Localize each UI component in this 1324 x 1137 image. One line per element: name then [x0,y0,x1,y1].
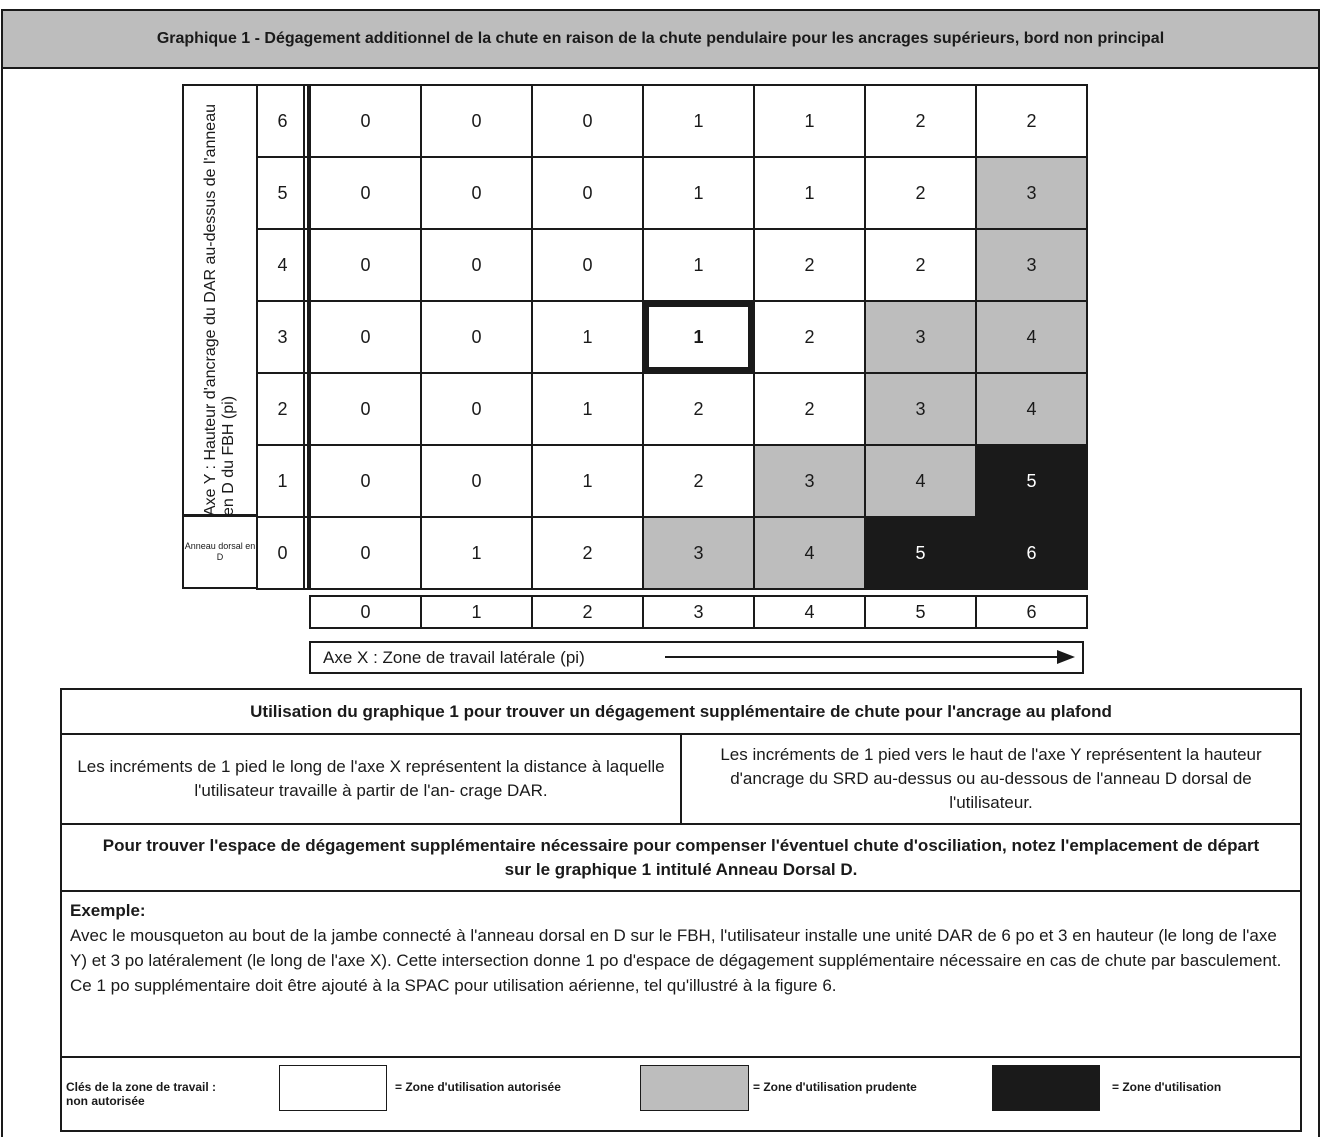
authorized-swatch [279,1065,387,1111]
grid-cell: 2 [753,300,866,374]
grid-cell: 1 [531,372,644,446]
axis-descriptions: Les incréments de 1 pied le long de l'ax… [62,735,1300,825]
grid-cell: 1 [642,84,755,158]
work-zone-keys: Clés de la zone de travail : non autoris… [62,1058,1300,1130]
example-text: Avec le mousqueton au bout de la jambe c… [70,926,1282,995]
find-instructions: Pour trouver l'espace de dégagement supp… [62,825,1300,892]
grid-cell: 0 [420,84,533,158]
grid-cell: 5 [864,516,977,590]
y-tick-label: 5 [256,156,309,230]
y-tick-label: 0 [256,516,309,590]
grid-cell: 3 [864,300,977,374]
grid-cell: 0 [531,228,644,302]
grid-cell: 4 [864,444,977,518]
grid-cell: 2 [642,372,755,446]
x-tick-label: 2 [531,595,644,629]
grid-cell: 2 [531,516,644,590]
unauthorized-key-text: = Zone d'utilisation [1112,1080,1222,1094]
usage-title: Utilisation du graphique 1 pour trouver … [62,690,1300,735]
y-axis-description: Les incréments de 1 pied vers le haut de… [720,745,1262,812]
x-tick-label: 6 [975,595,1088,629]
x-tick-label: 5 [864,595,977,629]
highlighted-grid-cell: 1 [642,300,755,374]
grid-cell: 0 [309,444,422,518]
y-tick-label: 1 [256,444,309,518]
axis-separator [303,84,307,590]
grid-cell: 0 [531,156,644,230]
unauthorized-swatch [992,1065,1100,1111]
grid-cell: 3 [864,372,977,446]
grid-cell: 2 [864,84,977,158]
x-tick-label: 0 [309,595,422,629]
usage-panel: Utilisation du graphique 1 pour trouver … [60,688,1302,1132]
y-tick-label: 4 [256,228,309,302]
x-axis-arrow-head-icon [1057,650,1075,664]
grid-cell: 1 [420,516,533,590]
grid-cell: 0 [309,300,422,374]
grid-cell: 4 [975,372,1088,446]
keys-label-line2: non autorisée [66,1094,145,1108]
keys-label: Clés de la zone de travail : non autoris… [66,1080,276,1108]
grid-cell: 0 [531,84,644,158]
x-tick-label: 1 [420,595,533,629]
grid-cell: 0 [420,300,533,374]
chart-title: Graphique 1 - Dégagement additionnel de … [1,9,1320,69]
keys-label-line1: Clés de la zone de travail : [66,1080,217,1094]
grid-cell: 3 [975,228,1088,302]
y-axis-label: Axe Y : Hauteur d'ancrage du DAR au-dess… [202,103,237,516]
grid-cell: 2 [864,156,977,230]
grid-cell: 4 [975,300,1088,374]
grid-cell: 5 [975,444,1088,518]
example-label: Exemple: [70,901,146,920]
grid-cell: 1 [531,300,644,374]
grid-cell: 2 [864,228,977,302]
grid-cell: 2 [975,84,1088,158]
grid-cell: 0 [309,156,422,230]
grid-cell: 1 [642,156,755,230]
grid-cell: 2 [642,444,755,518]
grid-cell: 4 [753,516,866,590]
grid-cell: 0 [420,156,533,230]
grid-cell: 1 [642,228,755,302]
origin-label: Anneau dorsal en D [182,515,258,589]
grid-cell: 2 [753,228,866,302]
grid-cell: 0 [309,84,422,158]
authorized-key-text: = Zone d'utilisation autorisée [395,1080,561,1094]
grid-cell: 1 [753,84,866,158]
x-tick-label: 3 [642,595,755,629]
grid-cell: 3 [975,156,1088,230]
x-axis-arrow-line [665,656,1070,658]
grid-cell: 0 [309,372,422,446]
y-tick-label: 2 [256,372,309,446]
grid-cell: 1 [531,444,644,518]
grid-cell: 3 [753,444,866,518]
grid-cell: 0 [420,444,533,518]
grid-cell: 3 [642,516,755,590]
x-axis-description: Les incréments de 1 pied le long de l'ax… [62,735,682,823]
y-tick-label: 6 [256,84,309,158]
grid-cell: 0 [309,516,422,590]
x-axis-label-row: Axe X : Zone de travail latérale (pi) [309,641,1084,674]
grid-cell: 0 [420,228,533,302]
example-section: Exemple: Avec le mousqueton au bout de l… [62,892,1300,1058]
grid-cell: 2 [753,372,866,446]
grid-cell: 1 [753,156,866,230]
y-tick-label: 3 [256,300,309,374]
grid-cell: 0 [309,228,422,302]
grid-cell: 0 [420,372,533,446]
caution-key-text: = Zone d'utilisation prudente [753,1080,917,1094]
caution-swatch [640,1065,749,1111]
x-axis-label: Axe X : Zone de travail latérale (pi) [323,647,585,667]
grid-cell: 6 [975,516,1088,590]
x-tick-label: 4 [753,595,866,629]
